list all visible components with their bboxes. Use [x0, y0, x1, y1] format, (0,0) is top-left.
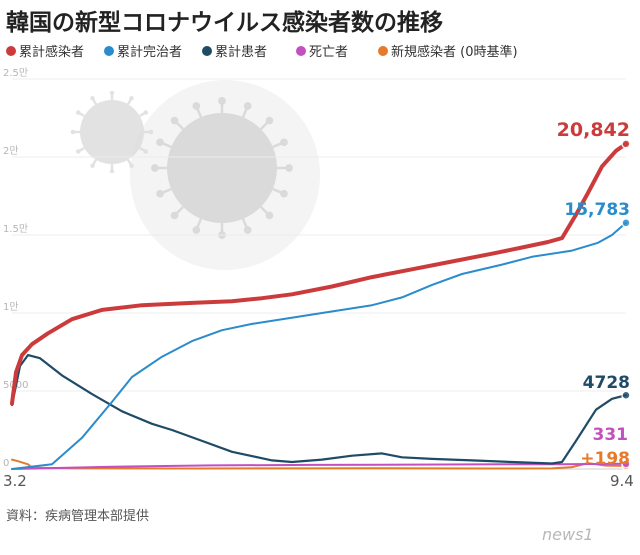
legend-label: 新規感染者 (0時基準): [391, 44, 518, 60]
source-note: 資料：疾病管理本部提供: [6, 508, 149, 524]
legend-item-2: 累計患者: [202, 44, 267, 60]
watermark: news1: [542, 525, 594, 544]
series-line-2: [10, 354, 628, 465]
legend-item-3: 死亡者: [296, 45, 348, 60]
legend-swatch: [202, 46, 212, 56]
x-tick-start: 3.2: [3, 472, 27, 490]
legend-swatch: [378, 46, 388, 56]
series-line-3: [11, 462, 627, 470]
y-tick-label: 0: [3, 458, 9, 469]
legend-label: 累計感染者: [19, 44, 84, 60]
x-tick-end: 9.4: [610, 472, 634, 490]
legend-item-1: 累計完治者: [104, 44, 182, 60]
y-tick-label: 2.5만: [3, 67, 28, 79]
series-endpoint-0: [621, 139, 631, 149]
virus-icon: [70, 90, 154, 174]
legend-item-4: 新規感染者 (0時基準): [378, 44, 518, 60]
end-label-3: 331: [593, 425, 629, 445]
chart-title: 韓国の新型コロナウイルス感染者数の推移: [6, 9, 443, 36]
legend-label: 死亡者: [309, 45, 348, 60]
end-label-4: +198: [580, 449, 630, 469]
series-line-0: [10, 141, 628, 406]
end-label-2: 4728: [583, 373, 630, 393]
legend: 累計感染者 累計完治者 累計患者 死亡者 新規感染者 (0時基準): [6, 44, 518, 60]
y-tick-label: 2만: [3, 145, 19, 157]
y-tick-label: 1.5만: [3, 223, 28, 235]
series-layer: [10, 139, 631, 471]
virus-icon: [151, 97, 293, 239]
legend-swatch: [296, 46, 306, 56]
end-labels: 20,842 15,783 4728 331 +198: [557, 119, 630, 469]
legend-swatch: [104, 46, 114, 56]
series-line-1: [11, 221, 627, 470]
series-endpoint-1: [621, 218, 631, 228]
virus-illustration: [70, 80, 320, 270]
series-endpoint-3: [621, 459, 631, 469]
legend-item-0: 累計感染者: [6, 44, 84, 60]
series-endpoint-2: [621, 390, 631, 400]
legend-label: 累計完治者: [117, 44, 182, 60]
y-tick-label: 1만: [3, 301, 19, 313]
legend-label: 累計患者: [215, 44, 267, 60]
end-label-0: 20,842: [557, 119, 630, 141]
legend-swatch: [6, 46, 16, 56]
end-label-1: 15,783: [564, 200, 630, 220]
